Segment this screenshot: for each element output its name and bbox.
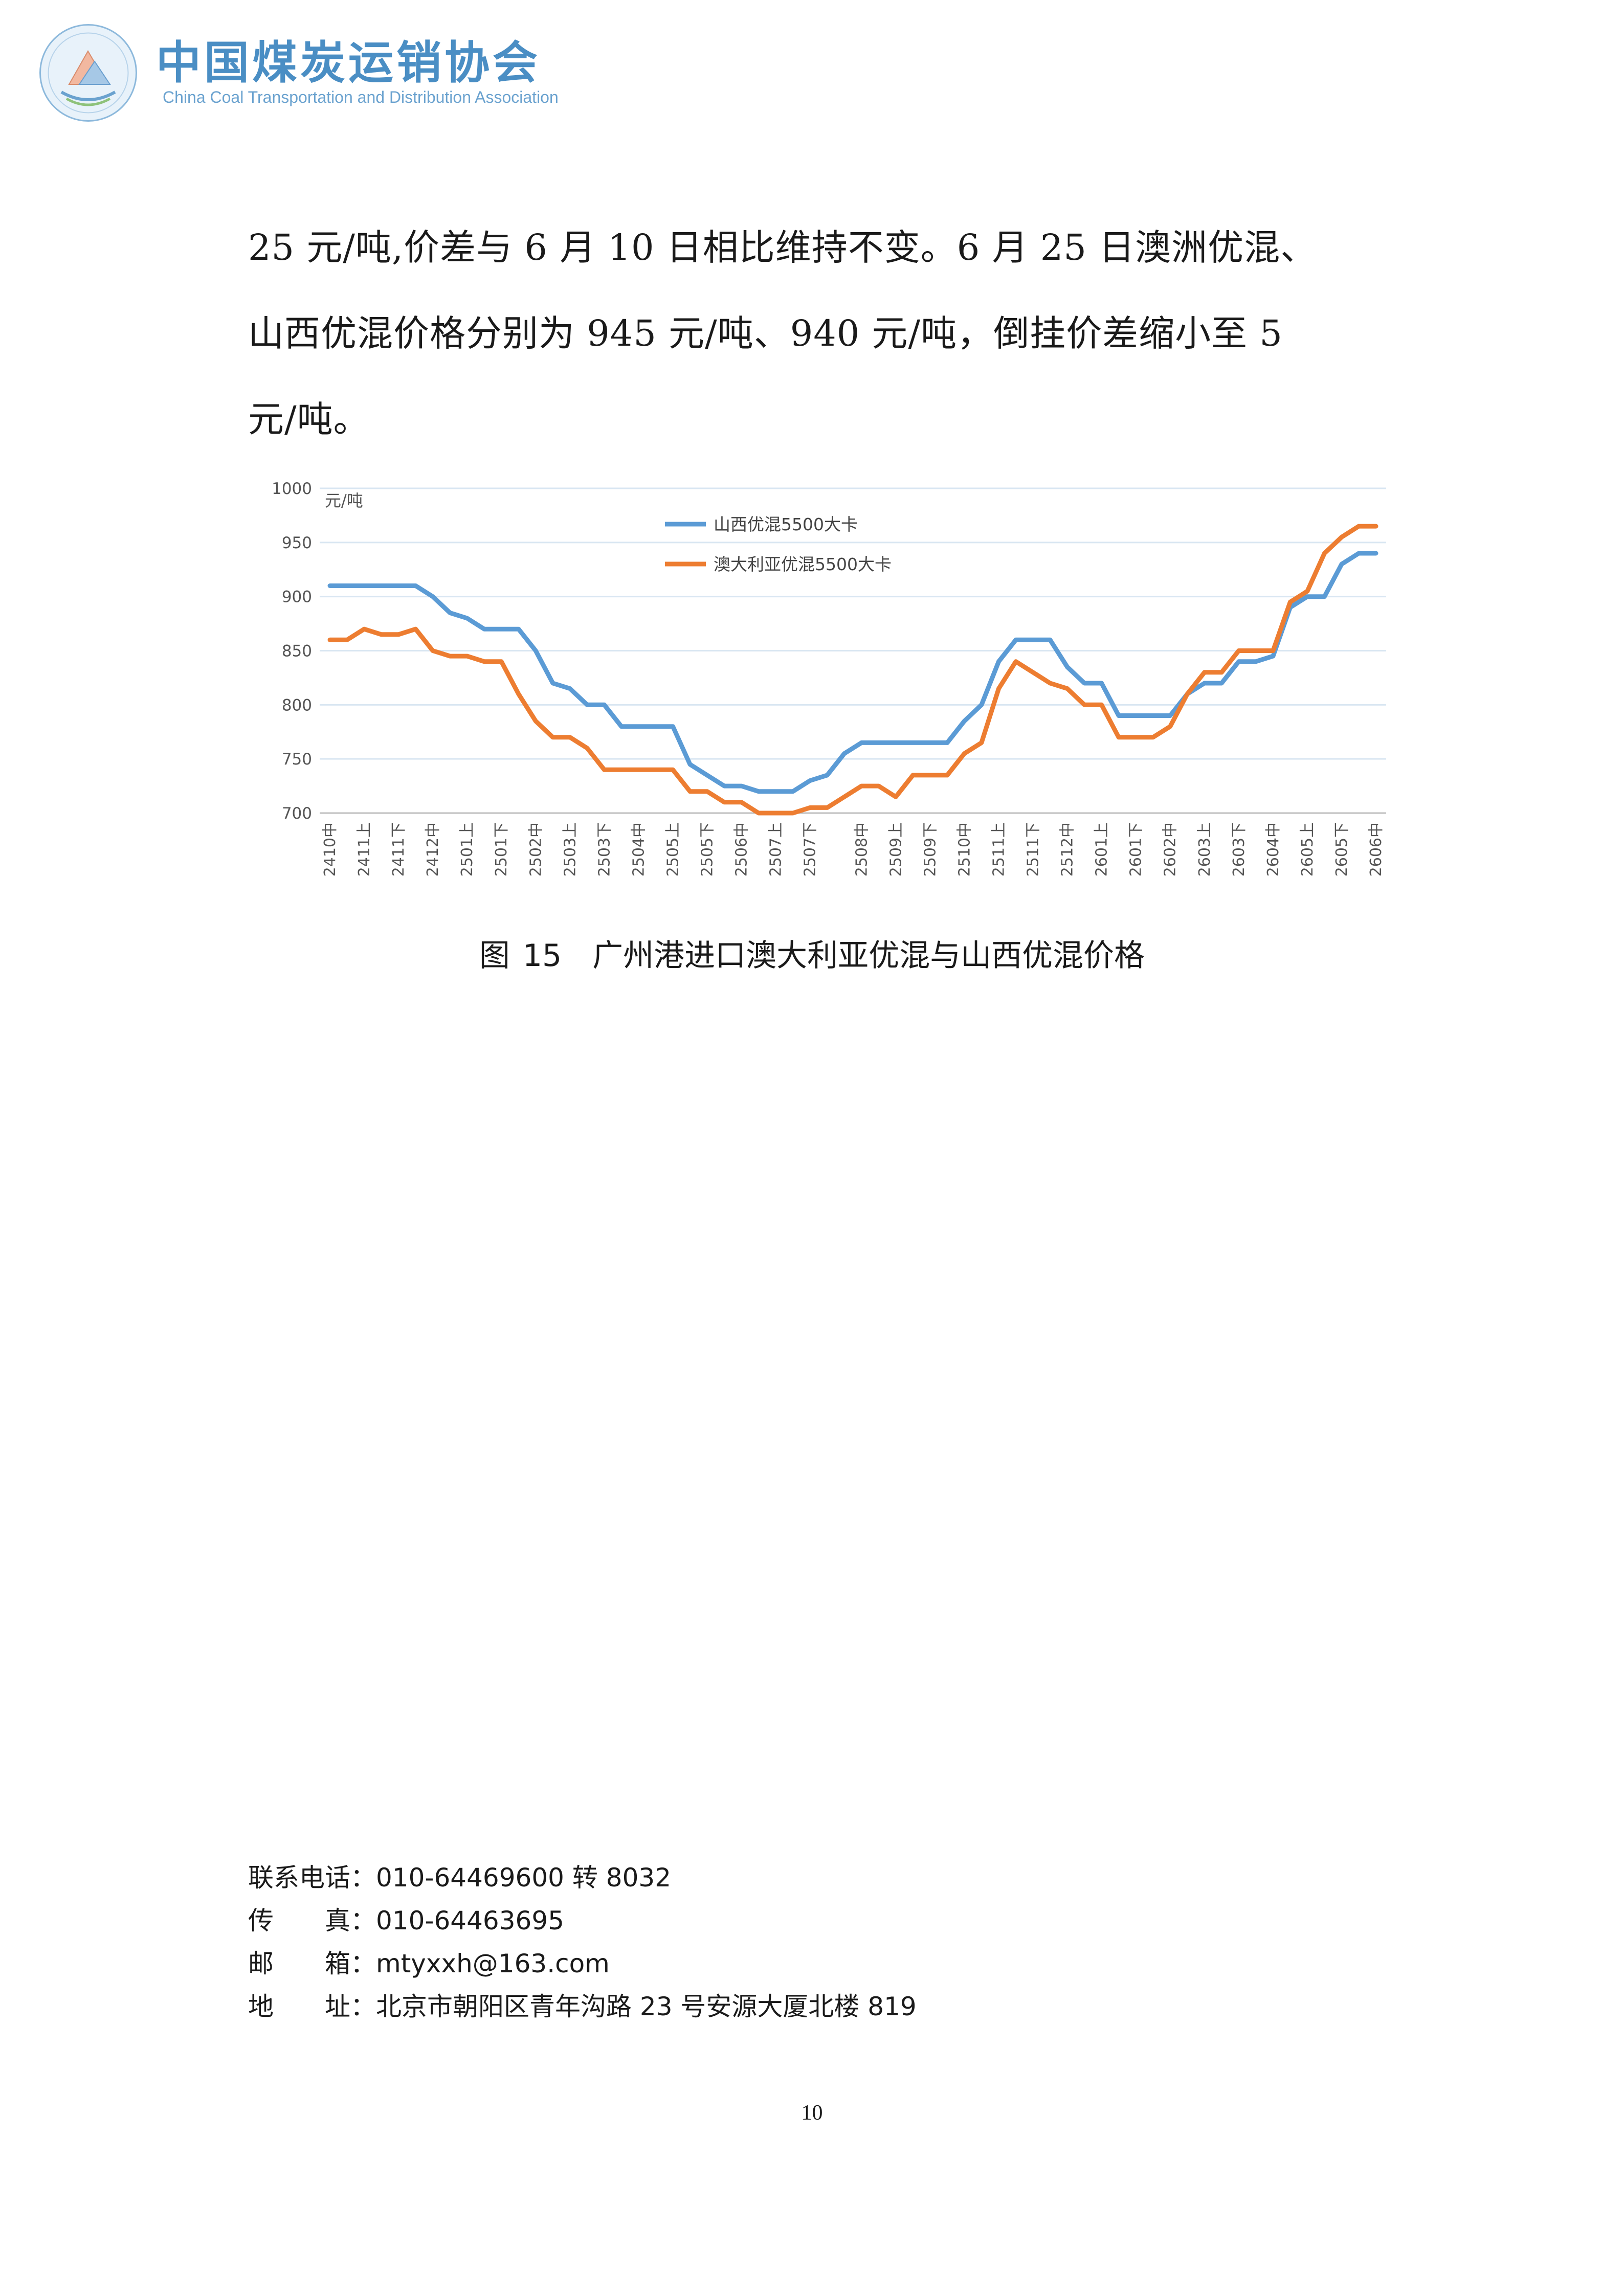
caption-number: 15 bbox=[522, 938, 562, 974]
y-tick-label: 700 bbox=[282, 804, 312, 823]
x-tick-label: 2501下 bbox=[493, 822, 510, 876]
fax-value: 010-64463695 bbox=[376, 1906, 564, 1935]
legend-label: 澳大利亚优混5500大卡 bbox=[714, 554, 892, 574]
x-tick-label: 2503下 bbox=[595, 822, 613, 876]
phone-label: 联系电话： bbox=[248, 1863, 376, 1893]
contact-address-row: 地 址：北京市朝阳区青年沟路 23 号安源大厦北楼 819 bbox=[248, 1985, 917, 2028]
x-tick-label: 2509上 bbox=[887, 822, 905, 876]
x-tick-label: 2505下 bbox=[699, 822, 717, 876]
y-tick-label: 950 bbox=[282, 534, 312, 552]
x-tick-label: 2410中 bbox=[321, 822, 339, 876]
contact-email-row: 邮 箱：mtyxxh@163.com bbox=[248, 1942, 917, 1985]
x-tick-label: 2507下 bbox=[802, 822, 819, 876]
x-tick-label: 2503上 bbox=[561, 822, 579, 876]
x-tick-label: 2511上 bbox=[990, 822, 1008, 876]
x-tick-label: 2511下 bbox=[1025, 822, 1042, 876]
chart-svg: 700 750 800 850 900 950 1000 2410中 2411上 2411下 24… bbox=[272, 480, 1386, 876]
x-tick-label: 2512中 bbox=[1059, 822, 1077, 876]
x-tick-label: 2412中 bbox=[424, 822, 442, 876]
page-number: 10 bbox=[801, 2101, 823, 2125]
association-logo bbox=[38, 23, 138, 123]
contact-fax-row: 传 真：010-64463695 bbox=[248, 1899, 917, 1942]
org-name-english: China Coal Transportation and Distributi… bbox=[163, 88, 559, 106]
y-tick-label: 1000 bbox=[272, 480, 312, 498]
y-tick-label: 750 bbox=[282, 750, 312, 769]
series-line-shanxi bbox=[327, 551, 1378, 794]
contact-info: 联系电话：010-64469600 转 8032 传 真：010-6446369… bbox=[248, 1856, 917, 2028]
x-tick-label: 2606中 bbox=[1367, 822, 1385, 876]
caption-label: 图 bbox=[479, 938, 510, 974]
address-label: 地 址： bbox=[248, 1992, 376, 2021]
email-label: 邮 箱： bbox=[248, 1949, 376, 1978]
body-line: 元/吨。 bbox=[248, 398, 370, 440]
x-tick-label: 2604中 bbox=[1264, 822, 1282, 876]
x-tick-label: 2601下 bbox=[1127, 822, 1145, 876]
phone-value: 010-64469600 转 8032 bbox=[376, 1863, 672, 1893]
x-tick-label: 2605下 bbox=[1333, 822, 1351, 876]
body-line: 山西优混价格分别为 945 元/吨、940 元/吨，倒挂价差缩小至 5 bbox=[248, 312, 1283, 354]
org-name: 中国煤炭运销协会 bbox=[156, 36, 541, 89]
x-tick-label: 2502中 bbox=[527, 822, 545, 876]
x-tick-label: 2411下 bbox=[390, 822, 408, 876]
email-value[interactable]: mtyxxh@163.com bbox=[376, 1949, 610, 1978]
x-tick-label: 2602中 bbox=[1162, 822, 1180, 876]
price-line-chart: 700 750 800 850 900 950 1000 2410中 2411上 2411下 24… bbox=[251, 473, 1396, 897]
caption-title: 广州港进口澳大利亚优混与山西优混价格 bbox=[592, 938, 1145, 974]
fax-label: 传 真： bbox=[248, 1906, 376, 1935]
y-tick-label: 800 bbox=[282, 696, 312, 714]
body-paragraph: 25 元/吨,价差与 6 月 10 日相比维持不变。6 月 25 日澳洲优混、 … bbox=[248, 205, 1394, 462]
body-line: 25 元/吨,价差与 6 月 10 日相比维持不变。6 月 25 日澳洲优混、 bbox=[248, 227, 1317, 268]
y-tick-label: 850 bbox=[282, 642, 312, 661]
series-line-australia bbox=[327, 524, 1378, 816]
x-tick-label: 2506中 bbox=[733, 822, 751, 876]
x-tick-label: 2504中 bbox=[630, 822, 648, 876]
address-value: 北京市朝阳区青年沟路 23 号安源大厦北楼 819 bbox=[376, 1992, 917, 2021]
x-tick-label: 2508中 bbox=[853, 822, 871, 876]
x-tick-label: 2510中 bbox=[955, 822, 973, 876]
x-tick-label: 2601上 bbox=[1093, 822, 1111, 876]
x-tick-label: 2505上 bbox=[664, 822, 682, 876]
contact-phone-row: 联系电话：010-64469600 转 8032 bbox=[248, 1856, 917, 1899]
x-tick-label: 2507上 bbox=[767, 822, 785, 876]
x-tick-label: 2605上 bbox=[1299, 822, 1317, 876]
x-tick-label: 2501上 bbox=[458, 822, 476, 876]
x-tick-label: 2603下 bbox=[1230, 822, 1248, 876]
y-tick-label: 900 bbox=[282, 588, 312, 606]
x-tick-label: 2411上 bbox=[355, 822, 373, 876]
y-axis-label: 元/吨 bbox=[325, 491, 363, 510]
legend-label: 山西优混5500大卡 bbox=[714, 514, 858, 534]
figure-caption: 图 15 广州港进口澳大利亚优混与山西优混价格 bbox=[0, 931, 1624, 975]
x-tick-label: 2603上 bbox=[1196, 822, 1214, 876]
x-tick-label: 2509下 bbox=[921, 822, 939, 876]
